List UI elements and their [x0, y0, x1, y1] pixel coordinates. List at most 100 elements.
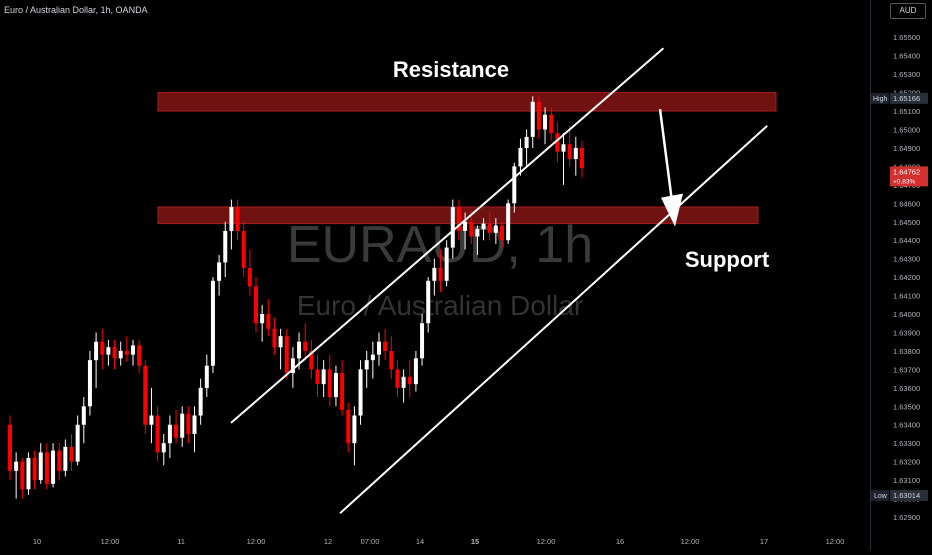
candle — [327, 369, 332, 398]
zone-resistance — [157, 92, 777, 112]
candle — [475, 229, 480, 237]
candle — [229, 206, 234, 231]
candle — [536, 101, 541, 130]
candle — [438, 267, 443, 281]
candle — [210, 280, 215, 366]
candle — [32, 457, 37, 481]
candle — [364, 360, 369, 370]
candle — [493, 225, 498, 233]
candle — [420, 323, 425, 359]
channel-lower-line — [339, 125, 768, 515]
arrow-head — [661, 193, 683, 227]
candle — [51, 450, 56, 484]
candle — [377, 341, 381, 355]
arrow-shaft — [658, 109, 674, 202]
candle — [174, 424, 179, 438]
candle — [14, 461, 19, 471]
candle — [340, 373, 345, 410]
candle — [358, 369, 363, 416]
candle — [57, 450, 62, 471]
candle — [75, 424, 80, 462]
candle — [137, 345, 142, 366]
symbol-title: Euro / Australian Dollar, 1h, OANDA — [4, 5, 148, 15]
candle — [161, 443, 166, 453]
candle — [530, 101, 535, 137]
candle — [352, 415, 357, 444]
candle — [444, 247, 449, 281]
candle — [321, 369, 326, 385]
candle — [315, 369, 320, 385]
candle — [309, 350, 314, 370]
candle — [426, 280, 431, 324]
candle — [346, 409, 351, 444]
candle — [561, 144, 566, 152]
candle — [106, 347, 111, 355]
candle — [44, 452, 49, 484]
price-axis[interactable] — [870, 0, 932, 550]
candle — [383, 341, 388, 351]
candle — [186, 413, 191, 434]
candle — [481, 223, 486, 230]
candle — [506, 203, 511, 241]
candle — [303, 341, 308, 351]
candle — [518, 147, 523, 167]
candle — [81, 406, 86, 425]
support-label: Support — [685, 247, 770, 272]
candle — [567, 144, 572, 160]
candle — [579, 147, 584, 169]
candle — [487, 223, 492, 233]
candle — [198, 387, 203, 416]
resistance-label: Resistance — [393, 57, 509, 82]
candle — [112, 347, 117, 359]
candle — [512, 166, 517, 204]
candle — [266, 314, 271, 329]
candle — [370, 354, 375, 361]
candle — [407, 376, 412, 385]
candle — [241, 230, 246, 268]
candle — [100, 341, 105, 355]
candle — [463, 221, 468, 231]
candle — [63, 446, 68, 471]
candle — [543, 114, 548, 130]
candle — [26, 457, 31, 490]
candle — [235, 206, 240, 231]
candle — [272, 328, 277, 348]
currency-button[interactable]: AUD — [890, 3, 926, 19]
candle — [223, 230, 228, 263]
candle — [278, 336, 283, 348]
candle — [247, 267, 252, 287]
candle — [395, 369, 400, 388]
candle — [297, 341, 302, 359]
candle — [469, 221, 474, 237]
candle — [254, 286, 258, 324]
candle — [204, 365, 209, 388]
candle — [155, 415, 160, 453]
candle — [192, 415, 197, 434]
candle — [260, 314, 265, 324]
candle — [94, 341, 99, 361]
candle — [524, 136, 529, 148]
candle — [573, 147, 578, 160]
candle — [118, 350, 123, 359]
candle — [500, 225, 504, 241]
channel-upper-line — [230, 47, 665, 424]
candle — [284, 336, 289, 374]
candle — [450, 206, 455, 248]
candle — [549, 114, 554, 134]
candle — [432, 267, 437, 281]
candle — [456, 206, 461, 231]
candle — [217, 262, 222, 281]
candle — [555, 133, 560, 152]
candle — [38, 452, 43, 481]
candle — [333, 373, 338, 398]
candle — [69, 446, 74, 462]
candle — [401, 376, 406, 388]
candle — [413, 358, 418, 385]
watermark-name: Euro / Australian Dollar — [297, 290, 583, 321]
candle — [87, 360, 92, 407]
candle — [131, 345, 135, 355]
candle — [167, 424, 172, 444]
candle — [149, 415, 154, 425]
